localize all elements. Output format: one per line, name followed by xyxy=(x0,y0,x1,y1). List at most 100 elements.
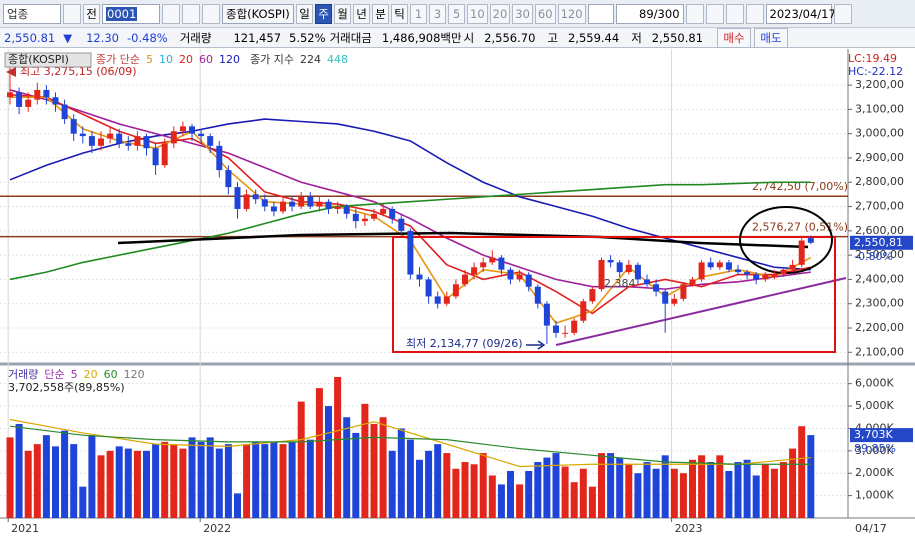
candle-body xyxy=(525,274,532,287)
volume-bar xyxy=(261,444,269,518)
legend-item: 단순 xyxy=(44,368,64,381)
volume-bar xyxy=(679,473,687,518)
interval-button[interactable]: 3 xyxy=(429,3,446,24)
volume-bar xyxy=(798,426,806,518)
candle-body xyxy=(389,208,396,219)
volume-bar xyxy=(789,448,797,518)
search-icon[interactable] xyxy=(182,3,200,24)
ma-line xyxy=(9,89,811,290)
volume-bar xyxy=(133,450,141,518)
candle-body xyxy=(316,201,323,207)
volume-bar xyxy=(479,453,487,518)
date-input[interactable]: 2023/04/17 xyxy=(765,3,836,24)
x-tick-label: 2022 xyxy=(203,522,231,535)
highlight-box xyxy=(392,236,836,353)
candle-body xyxy=(116,133,123,144)
volume-bar xyxy=(115,446,123,518)
volume-bar xyxy=(579,468,587,518)
volume-bar xyxy=(616,457,624,518)
candle-body xyxy=(243,194,250,209)
sound-icon[interactable] xyxy=(202,3,220,24)
candle-body xyxy=(489,257,496,263)
period-button[interactable]: 일 xyxy=(296,3,313,24)
tool-icon[interactable] xyxy=(725,3,744,24)
interval-button[interactable]: 20 xyxy=(489,3,511,24)
period-button[interactable]: 주 xyxy=(315,3,332,24)
prefix[interactable]: 전 xyxy=(83,3,100,24)
candle-body xyxy=(789,264,796,270)
interval-button[interactable]: 5 xyxy=(448,3,465,24)
interval-input[interactable] xyxy=(587,3,614,24)
volume-bar xyxy=(761,464,769,518)
candle-body xyxy=(134,136,141,146)
low-label: 최저 2,134,77 (09/26) xyxy=(406,337,523,350)
candle-body xyxy=(580,301,587,321)
buy-button[interactable]: 매수 xyxy=(717,27,752,48)
tool-icon[interactable] xyxy=(705,3,724,24)
price: 2,550.81 xyxy=(4,30,56,45)
low: 2,550.81 xyxy=(651,30,704,45)
tool-icon[interactable] xyxy=(685,3,704,24)
candle-body xyxy=(361,218,368,222)
last-pct: -0.80% xyxy=(854,250,893,263)
volume-bar xyxy=(197,441,205,518)
candle-body xyxy=(252,194,259,200)
candle-body xyxy=(380,208,387,214)
y-tick-label: 2,600,00 xyxy=(855,224,904,237)
y-tick-label: 1,000K xyxy=(855,489,894,502)
volume-bar xyxy=(470,464,478,518)
ma-line xyxy=(9,181,811,281)
sell-button[interactable]: 매도 xyxy=(754,27,789,48)
ma-line xyxy=(9,93,811,315)
volume-bar xyxy=(234,493,241,518)
period-button[interactable]: 년 xyxy=(353,3,370,24)
amount: 1,486,908백만 xyxy=(381,30,462,45)
candle-body xyxy=(534,286,541,304)
volume-bar xyxy=(179,448,187,518)
candle-body xyxy=(352,213,359,222)
period-button[interactable]: 월 xyxy=(334,3,351,24)
candle-body xyxy=(152,148,159,166)
candle-body xyxy=(52,97,59,105)
y-tick-label: 2,800,00 xyxy=(855,175,904,188)
legend-item: 20 xyxy=(179,53,193,66)
interval-button[interactable]: 30 xyxy=(512,3,533,24)
candle-body xyxy=(625,264,632,273)
candle-body xyxy=(161,143,168,166)
calendar-icon[interactable] xyxy=(833,3,852,24)
interval-button[interactable]: 10 xyxy=(467,3,488,24)
open: 2,556.70 xyxy=(484,30,536,45)
period-button[interactable]: 분 xyxy=(372,3,389,24)
volume-bar xyxy=(352,432,360,518)
code-input[interactable]: 0001 xyxy=(102,3,160,24)
y-tick-label: 2,300,00 xyxy=(855,297,904,310)
period-button[interactable]: 틱 xyxy=(391,3,408,24)
volume-bar xyxy=(452,468,460,518)
candle-body xyxy=(753,274,760,280)
volume-bar xyxy=(743,459,751,518)
volume-pct: 5.52% xyxy=(289,30,326,45)
interval-button[interactable]: 60 xyxy=(534,3,556,24)
volume-bar xyxy=(507,470,514,518)
interval-button[interactable]: 120 xyxy=(557,3,586,24)
settings-icon[interactable] xyxy=(745,3,764,24)
dropdown[interactable] xyxy=(63,3,81,24)
candle-body xyxy=(462,274,468,285)
ma-line xyxy=(9,425,811,465)
volume-bar xyxy=(752,475,760,518)
last-value-label: 3,703K xyxy=(854,428,893,441)
candle-body xyxy=(398,218,405,231)
interval-button[interactable]: 1 xyxy=(410,3,427,24)
horizontal-line-label: 2,576,27 (0,51%) xyxy=(752,221,848,234)
volume-bar xyxy=(279,444,287,518)
dropdown[interactable] xyxy=(162,3,180,24)
code-text: 0001 xyxy=(106,6,138,21)
volume-label: 거래량 xyxy=(179,30,212,45)
candle-body xyxy=(143,136,150,149)
volume-bar xyxy=(343,417,351,518)
market-select[interactable]: 업종 xyxy=(3,3,61,24)
legend-item: 종가 지수 xyxy=(250,53,294,66)
count: 89/300 xyxy=(615,3,684,24)
candle-body xyxy=(634,264,641,280)
volume: 121,457 xyxy=(233,30,282,45)
